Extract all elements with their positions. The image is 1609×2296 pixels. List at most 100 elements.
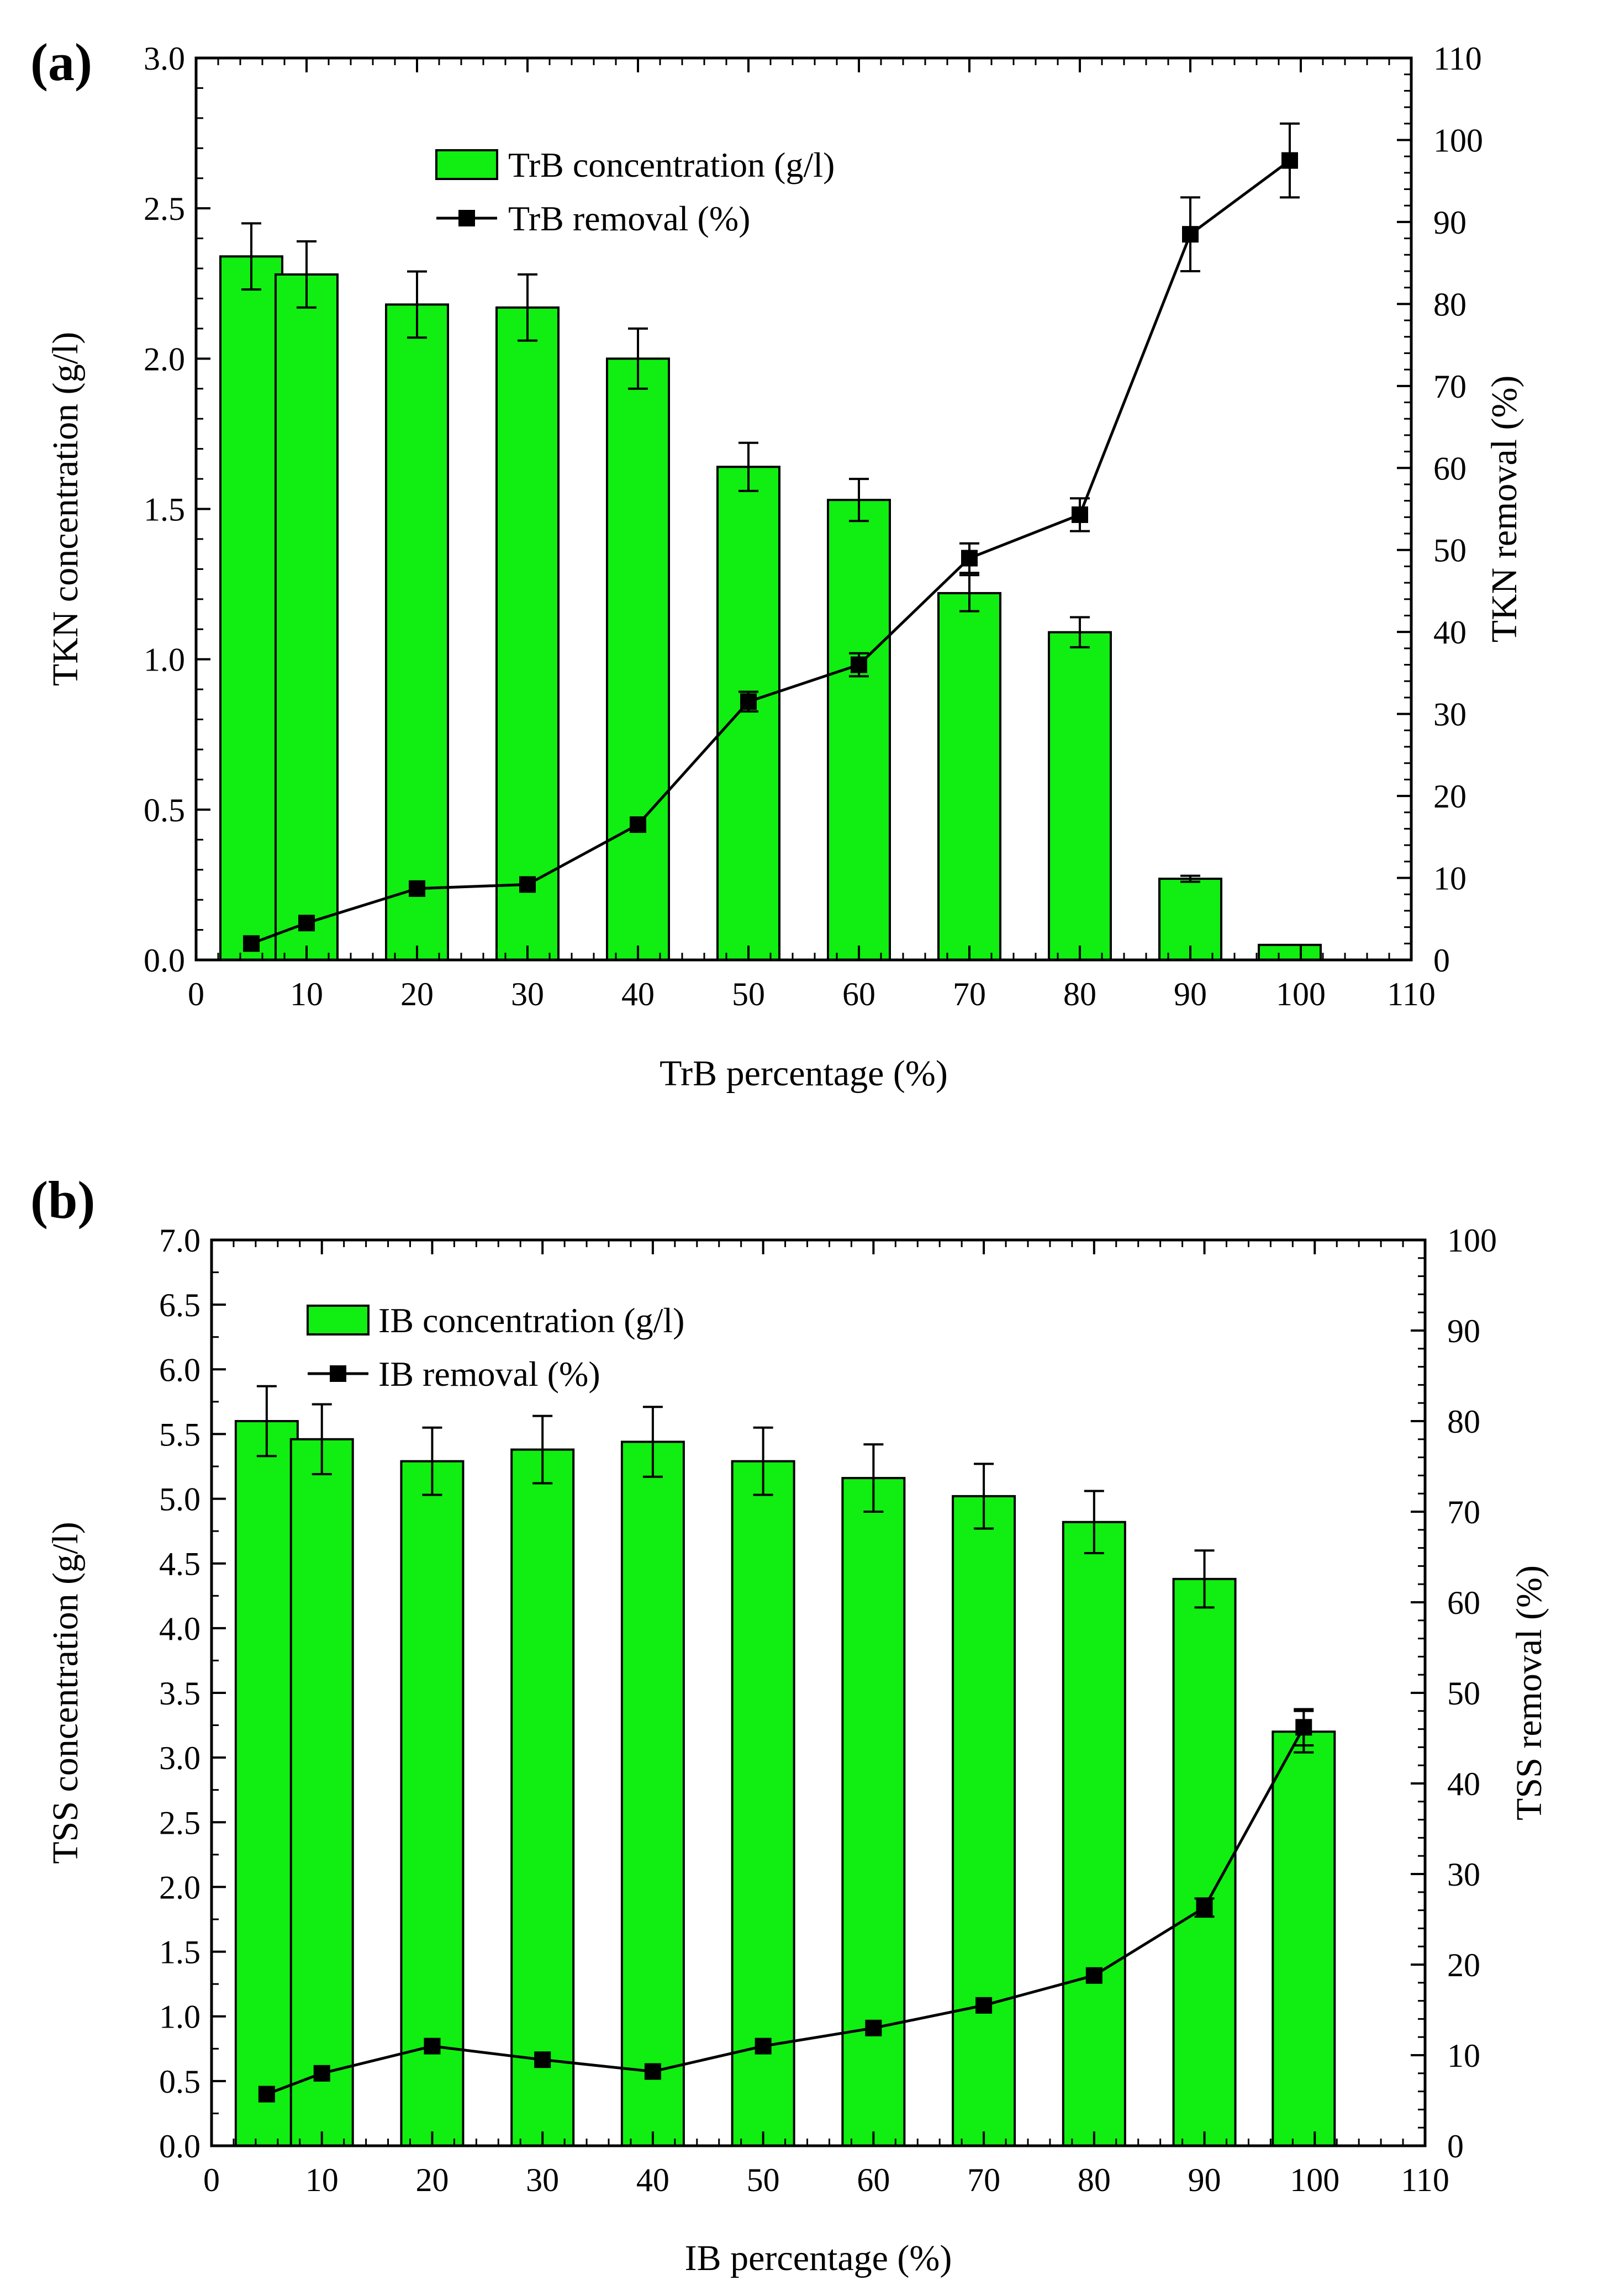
removal-marker (644, 2063, 661, 2080)
bar (495, 306, 560, 962)
y2-tick-label: 70 (1447, 1494, 1480, 1530)
y-tick-label: 4.5 (159, 1546, 201, 1582)
removal-marker (258, 2086, 275, 2103)
bar (1172, 1577, 1237, 2147)
legend-bar-swatch (307, 1305, 370, 1336)
x-tick-label: 100 (1290, 2162, 1339, 2198)
x-tick-label: 80 (1078, 2162, 1111, 2198)
x-axis-title: IB percentage (%) (685, 2238, 952, 2278)
x-tick-label: 60 (857, 2162, 890, 2198)
chart-panel-2: (b)0 10 20 30 40 50 60 70 80 90 100 1100.00.51.01.5… (30, 1170, 1549, 2278)
bar-error-bar (628, 327, 648, 390)
y2-tick-label: 80 (1447, 1403, 1480, 1440)
y-tick-label: 1.5 (144, 492, 185, 528)
bar (510, 1448, 575, 2147)
bar-error-bar (407, 270, 427, 339)
chart-panel-1: (a)0 10 20 30 40 50 60 70 80 90 100 1100.00.51.01.5… (30, 33, 1524, 1094)
legend-marker (458, 210, 475, 226)
y-tick-label: 5.5 (159, 1416, 201, 1453)
removal-marker (961, 550, 978, 567)
bar-error-bar (753, 1426, 773, 1496)
y2-tick-label: 0 (1447, 2128, 1464, 2165)
x-tick-label: 70 (967, 2162, 1000, 2198)
removal-marker (424, 2038, 441, 2055)
bar-error-bar (849, 478, 869, 522)
removal-marker (298, 915, 315, 932)
y2-tick-label: 110 (1433, 40, 1482, 77)
x-tick-label: 0 (188, 976, 204, 1012)
removal-marker (1281, 152, 1298, 169)
x-tick-label: 0 (203, 2162, 220, 2198)
y2-axis-title: TKN removal (%) (1484, 376, 1524, 643)
x-tick-label: 30 (526, 2162, 559, 2198)
x-tick-label: 60 (842, 976, 875, 1012)
y-tick-label: 7.0 (159, 1222, 201, 1259)
y2-tick-label: 0 (1433, 942, 1450, 979)
x-tick-label: 100 (1276, 976, 1326, 1012)
removal-marker (740, 693, 757, 710)
bar (219, 255, 283, 961)
y-tick-label: 6.5 (159, 1287, 201, 1323)
legend-marker (330, 1365, 346, 1382)
y-tick-label: 1.0 (159, 1999, 201, 2035)
removal-marker (1196, 1899, 1213, 1916)
legend-bar-label: IB concentration (g/l) (378, 1301, 684, 1340)
y-tick-label: 0.5 (144, 792, 185, 828)
legend-bar-swatch (435, 149, 498, 180)
y2-tick-label: 30 (1433, 696, 1466, 733)
x-tick-label: 40 (636, 2162, 669, 2198)
x-tick-label: 50 (732, 976, 765, 1012)
bar (1258, 943, 1322, 961)
y2-tick-label: 30 (1447, 1856, 1480, 1893)
y2-tick-label: 20 (1447, 1947, 1480, 1983)
bar (289, 1438, 354, 2147)
x-tick-label: 20 (415, 2162, 449, 2198)
y-tick-label: 1.0 (144, 642, 185, 678)
bar-error-bar (1070, 616, 1090, 648)
removal-marker (1072, 506, 1088, 523)
y2-tick-label: 50 (1433, 532, 1466, 569)
x-tick-label: 110 (1387, 976, 1436, 1012)
x-tick-label: 90 (1174, 976, 1207, 1012)
bar-error-bar (863, 1443, 884, 1513)
bar (385, 303, 449, 961)
bar (234, 1420, 299, 2147)
removal-marker (409, 880, 425, 897)
y-tick-label: 0.5 (159, 2063, 201, 2100)
bar-error-bar (518, 273, 537, 342)
legend: IB concentration (g/l) IB removal (%) (307, 1301, 684, 1394)
y-tick-label: 5.0 (159, 1481, 201, 1518)
bar-error-bar (642, 1406, 663, 1478)
x-tick-label: 40 (621, 976, 655, 1012)
y2-tick-label: 10 (1447, 2038, 1480, 2074)
bar-error-bar (297, 240, 316, 309)
bar-error-bar (256, 1385, 277, 1458)
y-tick-label: 3.5 (159, 1675, 201, 1712)
x-axis-title: TrB percentage (%) (660, 1053, 948, 1094)
plot-frame (194, 56, 1413, 962)
bar-error-bar (241, 222, 261, 291)
bar-error-bar (1180, 874, 1200, 883)
bar (827, 499, 891, 961)
y2-tick-label: 70 (1433, 368, 1466, 405)
y-axis-title: TSS concentration (g/l) (45, 1522, 86, 1864)
bar-error-bar (1194, 1549, 1215, 1609)
y2-tick-label: 90 (1433, 204, 1466, 241)
y2-tick-label: 40 (1433, 614, 1466, 651)
y-tick-label: 2.0 (144, 341, 185, 377)
removal-marker (630, 816, 646, 833)
y-tick-label: 2.5 (144, 191, 185, 227)
bar-error-bar (974, 1463, 994, 1530)
y2-tick-label: 60 (1447, 1585, 1480, 1621)
y2-tick-label: 100 (1433, 122, 1483, 159)
x-tick-label: 80 (1063, 976, 1096, 1012)
removal-marker (534, 2051, 551, 2068)
bar-error-bar (1084, 1490, 1104, 1554)
bar (952, 1495, 1016, 2147)
removal-marker (313, 2065, 330, 2082)
y2-tick-label: 100 (1447, 1222, 1497, 1259)
bar-error-bar (959, 574, 979, 613)
x-tick-label: 20 (400, 976, 434, 1012)
x-tick-label: 10 (290, 976, 323, 1012)
